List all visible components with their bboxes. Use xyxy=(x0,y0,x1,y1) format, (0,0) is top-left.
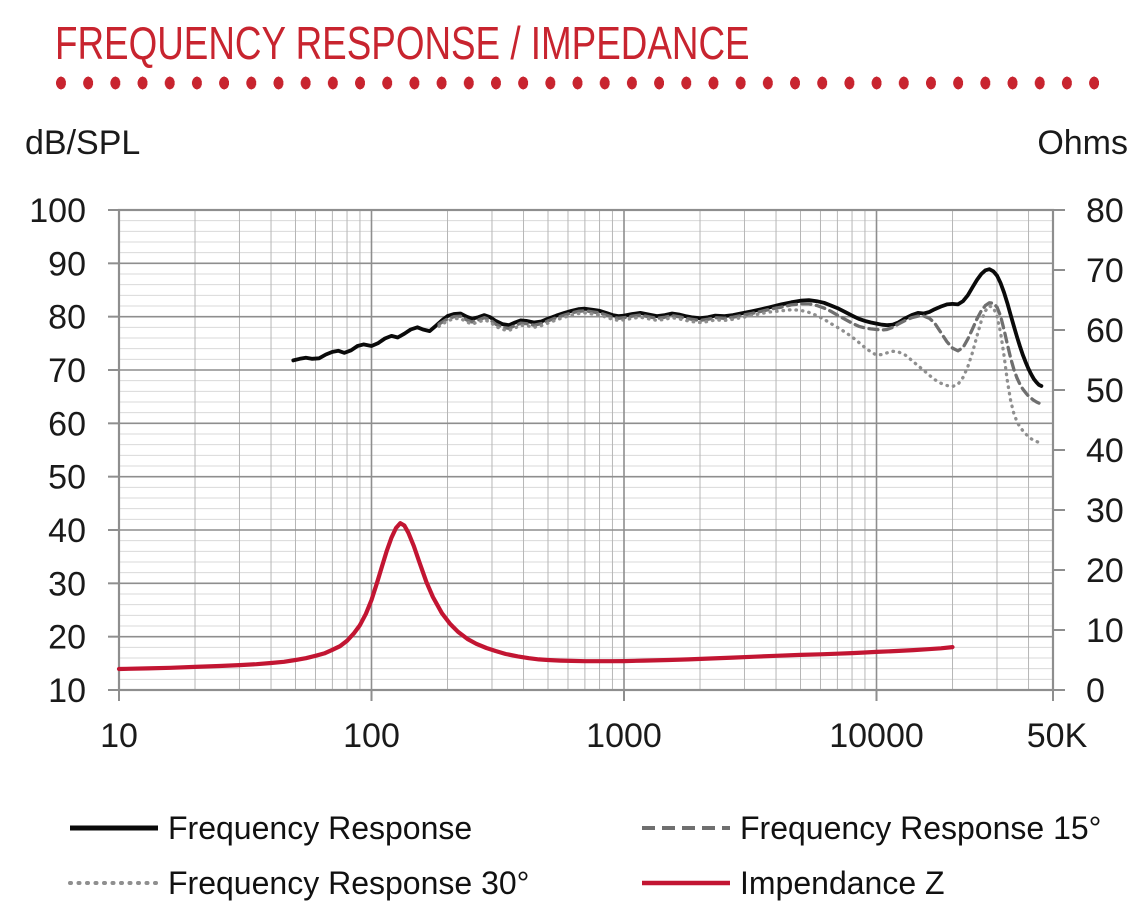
right-axis-tick-label: 40 xyxy=(1086,432,1124,470)
legend-item-frequency-response: Frequency Response xyxy=(68,808,472,848)
series-frequency-response-15 xyxy=(437,301,1041,405)
right-axis-tick-label: 80 xyxy=(1086,192,1124,230)
legend-label: Frequency Response 30° xyxy=(168,864,530,901)
x-axis-tick-label: 10 xyxy=(100,717,138,755)
series-frequency-response xyxy=(291,267,1044,388)
series-impendance-z xyxy=(116,521,955,672)
right-axis-tick-label: 60 xyxy=(1086,312,1124,350)
x-axis-tick-label: 50K xyxy=(1027,717,1088,755)
axis-ticks xyxy=(108,209,1065,701)
left-axis-tick-label: 60 xyxy=(48,405,86,443)
right-axis-tick-label: 20 xyxy=(1086,552,1124,590)
right-axis-tick-label: 70 xyxy=(1086,252,1124,290)
grid-minor-vertical xyxy=(194,210,1030,690)
legend-item-frequency-response-15: Frequency Response 15° xyxy=(640,808,1101,848)
x-axis-tick-label: 1000 xyxy=(586,717,662,755)
grid-minor-horizontal xyxy=(119,220,1053,680)
legend-swatch-dotted xyxy=(68,881,160,885)
x-axis-tick-label: 100 xyxy=(343,717,400,755)
left-axis-tick-label: 100 xyxy=(29,192,86,230)
left-axis-tick-label: 20 xyxy=(48,619,86,657)
left-axis-tick-label: 70 xyxy=(48,352,86,390)
legend-label: Impendance Z xyxy=(740,864,945,901)
left-axis-tick-label: 80 xyxy=(48,299,86,337)
legend-swatch-dashed xyxy=(642,826,730,830)
dotted-divider xyxy=(55,76,1108,90)
legend-swatch-solid xyxy=(642,880,730,886)
series-frequency-response-30 xyxy=(437,304,1041,445)
x-axis-tick-label: 10000 xyxy=(829,717,924,755)
right-axis-tick-label: 50 xyxy=(1086,372,1124,410)
legend-swatch-solid xyxy=(70,825,158,831)
legend-label: Frequency Response xyxy=(168,809,473,846)
left-axis-tick-label: 10 xyxy=(48,672,86,710)
chart-series xyxy=(116,267,1044,672)
grid-major xyxy=(117,208,1055,692)
legend-item-frequency-response-30: Frequency Response 30° xyxy=(68,863,529,903)
right-axis-tick-label: 0 xyxy=(1086,672,1105,710)
right-axis-tick-label: 30 xyxy=(1086,492,1124,530)
legend-item-impendance-z: Impendance Z xyxy=(640,863,945,903)
frequency-impedance-chart: 1009080706050403020108070605040302010010… xyxy=(29,192,1124,755)
axis-tick-labels: 1009080706050403020108070605040302010010… xyxy=(29,192,1124,755)
left-axis-tick-label: 30 xyxy=(48,565,86,603)
legend-label: Frequency Response 15° xyxy=(740,809,1102,846)
left-axis-tick-label: 40 xyxy=(48,512,86,550)
left-axis-tick-label: 50 xyxy=(48,459,86,497)
left-axis-unit-label: dB/SPL xyxy=(25,124,141,162)
right-axis-unit-label: Ohms xyxy=(1037,124,1128,162)
right-axis-tick-label: 10 xyxy=(1086,612,1124,650)
page-title: FREQUENCY RESPONSE / IMPEDANCE xyxy=(55,17,750,69)
left-axis-tick-label: 90 xyxy=(48,245,86,283)
